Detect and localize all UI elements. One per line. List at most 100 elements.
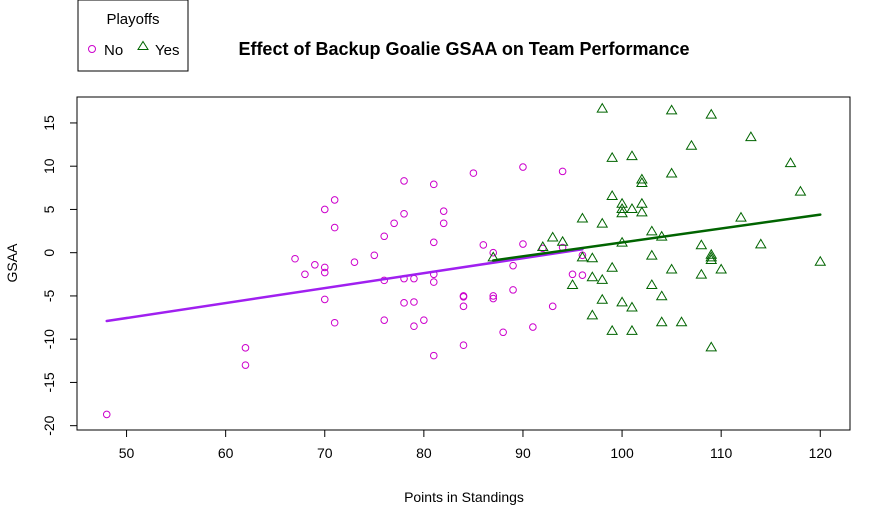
legend-circle-marker (88, 45, 96, 53)
data-point-no (459, 293, 468, 301)
data-point-yes (616, 207, 628, 218)
data-point-yes (655, 290, 668, 301)
data-point-yes (606, 261, 619, 272)
data-point-yes (566, 279, 579, 290)
data-point-no (330, 318, 339, 327)
data-point-no (529, 323, 537, 331)
x-tick-label: 120 (809, 445, 833, 461)
data-point-no (509, 261, 517, 270)
fit-line-no (105, 247, 584, 323)
data-point-no (320, 268, 329, 277)
y-tick-label: 0 (41, 249, 57, 257)
data-point-yes (645, 225, 658, 236)
data-point-no (241, 361, 250, 369)
data-point-yes (705, 248, 718, 259)
data-point-yes (596, 273, 609, 284)
data-point-no (102, 410, 111, 419)
data-point-no (350, 258, 359, 267)
data-point-yes (586, 309, 599, 320)
x-tick-label: 80 (416, 445, 432, 461)
x-axis: 50 60 70 80 90 100 110 120 (119, 429, 833, 461)
data-point-no (400, 209, 408, 218)
data-point-no (548, 302, 557, 311)
data-point-yes (586, 252, 599, 263)
data-point-no (568, 270, 577, 279)
legend-box (77, 0, 189, 72)
data-point-no (489, 292, 498, 300)
legend: Playoffs No Yes (77, 0, 189, 72)
data-point-yes (616, 197, 628, 208)
x-tick-label: 110 (710, 445, 733, 461)
data-point-no (429, 238, 438, 247)
data-point-yes (715, 263, 728, 274)
x-tick-label: 60 (218, 445, 234, 461)
data-point-yes (665, 263, 678, 274)
data-point-no (509, 286, 517, 294)
data-point-yes (556, 235, 569, 246)
data-point-yes (536, 241, 549, 251)
data-point-yes (794, 185, 807, 196)
data-point-yes (705, 108, 718, 119)
x-tick-label: 90 (515, 445, 531, 461)
data-points (102, 102, 827, 419)
y-tick-label: 5 (41, 205, 57, 213)
data-point-no (459, 302, 468, 311)
data-point-yes (626, 202, 638, 213)
data-point-yes (645, 249, 658, 260)
legend-entry-yes: Yes (155, 42, 179, 59)
x-tick-label: 100 (610, 445, 634, 461)
y-tick-label: -15 (41, 372, 57, 392)
y-tick-label: -5 (41, 289, 57, 302)
data-point-no (489, 294, 498, 303)
data-point-yes (685, 139, 698, 150)
legend-triangle-marker (137, 40, 149, 50)
data-point-yes (655, 316, 668, 327)
x-axis-label: Points in Standings (404, 489, 524, 505)
data-point-yes (665, 167, 678, 178)
data-point-no (499, 328, 507, 337)
data-point-yes (626, 150, 638, 161)
data-point-yes (576, 212, 589, 223)
data-point-no (320, 205, 329, 214)
data-point-no (380, 316, 389, 324)
data-point-no (311, 260, 319, 269)
data-point-no (241, 344, 250, 352)
data-point-no (519, 163, 527, 171)
data-point-yes (596, 102, 609, 113)
data-point-no (301, 270, 309, 279)
data-point-no (459, 341, 468, 350)
x-tick-label: 50 (119, 445, 135, 461)
y-axis: -20 -15 -10 -5 0 5 10 15 (41, 115, 78, 436)
data-point-yes (596, 293, 609, 304)
data-point-yes (606, 151, 619, 162)
data-point-no (370, 251, 379, 260)
data-point-no (380, 232, 389, 241)
data-point-yes (745, 131, 757, 142)
legend-entry-no: No (104, 42, 123, 59)
data-point-no (400, 177, 408, 185)
data-point-yes (546, 231, 559, 242)
x-tick-label: 70 (317, 445, 333, 461)
data-point-yes (705, 253, 718, 264)
data-point-no (330, 196, 339, 204)
data-point-yes (665, 104, 678, 115)
data-point-no (320, 263, 329, 272)
data-point-yes (754, 238, 767, 249)
data-point-no (429, 351, 438, 360)
data-point-yes (596, 217, 609, 228)
data-point-no (291, 254, 299, 263)
data-point-yes (606, 324, 619, 335)
data-point-no (558, 167, 567, 176)
y-tick-label: -10 (41, 329, 57, 349)
y-tick-label: 10 (41, 158, 57, 174)
data-point-no (390, 219, 398, 228)
data-point-no (439, 219, 448, 228)
legend-title: Playoffs (106, 11, 159, 28)
data-point-yes (645, 279, 658, 290)
data-point-no (410, 322, 418, 331)
y-tick-label: -20 (41, 415, 57, 435)
data-point-no (469, 169, 478, 177)
data-point-no (320, 295, 329, 304)
